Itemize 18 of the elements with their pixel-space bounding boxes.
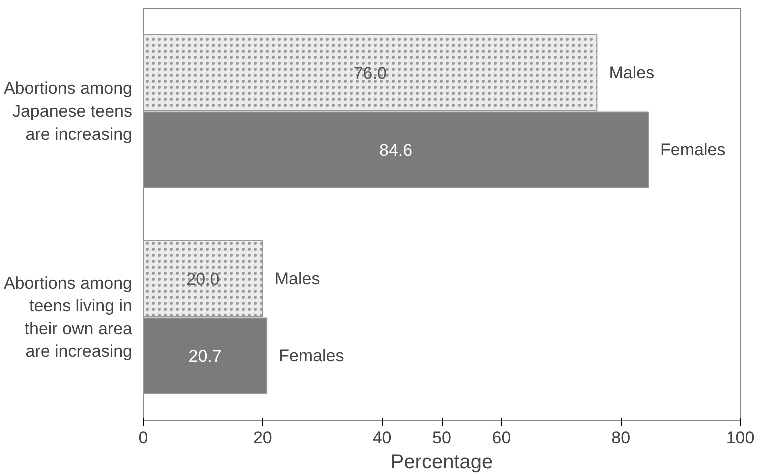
x-tick-label: 0 xyxy=(138,428,148,448)
x-tick-label: 50 xyxy=(432,428,452,448)
x-axis-title: Percentage xyxy=(390,452,494,474)
x-tick-label: 40 xyxy=(372,428,392,448)
data-label: 76.0 xyxy=(354,64,387,83)
data-label: 20.7 xyxy=(188,347,222,366)
series-label: Males xyxy=(609,63,655,82)
y-tick-label: Abortions among teens living in their own area are increasing xyxy=(4,274,134,362)
series-label: Females xyxy=(660,140,726,160)
x-tick-label: 100 xyxy=(726,428,755,448)
x-tick-label: 60 xyxy=(492,428,512,448)
text: Males xyxy=(274,269,320,288)
data-label: 20.0 xyxy=(186,270,220,289)
x-tick-label: 20 xyxy=(253,428,272,448)
data-label: 84.6 xyxy=(379,141,413,160)
text: Females xyxy=(279,346,344,366)
x-tick-label: 80 xyxy=(612,428,631,448)
y-tick-label: Abortions among Japanese teens are increasing xyxy=(4,79,133,144)
